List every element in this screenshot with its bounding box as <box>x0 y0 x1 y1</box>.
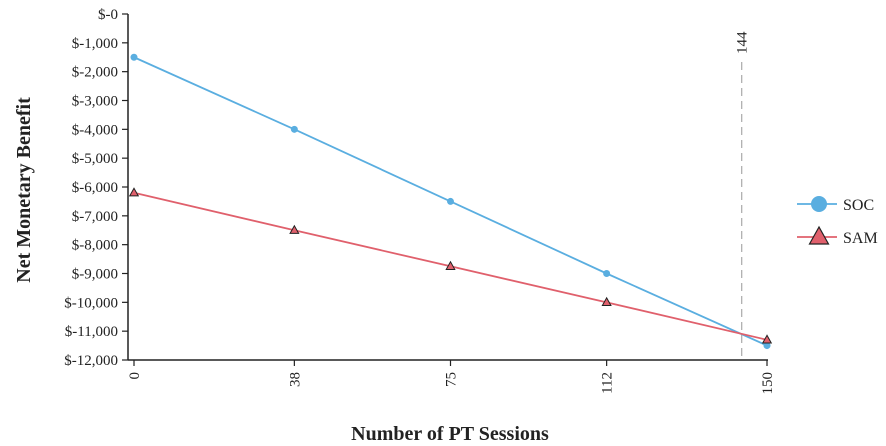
y-axis-ticks: $-0 $-1,000 $-2,000 $-3,000 $-4,000 $-5,000 $-… <box>64 7 128 369</box>
y-tick-label: $-0 <box>98 7 118 23</box>
y-tick-label: $-3,000 <box>72 94 118 110</box>
y-tick-label: $-4,000 <box>72 122 118 138</box>
data-point-sam <box>445 260 456 270</box>
x-tick-label: 150 <box>760 372 776 395</box>
y-tick-label: $-9,000 <box>72 267 118 283</box>
y-tick-label: $-6,000 <box>72 180 118 196</box>
reference-line-label: 144 <box>735 31 751 54</box>
legend-label-sam: SAM <box>843 230 878 247</box>
data-point-soc <box>763 342 771 350</box>
data-point-soc <box>130 53 138 61</box>
data-point-sam <box>128 187 140 197</box>
x-tick-label: 0 <box>127 372 143 380</box>
y-tick-label: $-2,000 <box>72 65 118 81</box>
data-point-soc <box>290 125 298 133</box>
data-point-soc <box>447 197 454 205</box>
legend-label-soc: SOC <box>843 197 874 214</box>
data-point-sam <box>761 334 773 344</box>
axes <box>127 14 768 361</box>
y-tick-label: $-1,000 <box>72 36 118 52</box>
data-point-sam <box>601 296 612 306</box>
y-tick-label: $-8,000 <box>72 238 118 254</box>
y-axis-title: Net Monetary Benefit <box>13 97 35 283</box>
y-tick-label: $-10,000 <box>64 295 118 311</box>
reference-line-group: 144 <box>735 31 751 360</box>
x-axis-ticks: 0 38 75 112 150 <box>127 360 776 395</box>
x-tick-label: 112 <box>600 372 616 394</box>
y-tick-label: $-5,000 <box>72 151 118 167</box>
y-tick-label: $-7,000 <box>72 209 118 225</box>
data-point-sam <box>289 224 300 234</box>
legend: SOC SAM <box>797 196 878 247</box>
y-tick-label: $-11,000 <box>65 324 118 340</box>
series-layer <box>128 53 773 350</box>
x-axis-title: Number of PT Sessions <box>351 423 549 445</box>
legend-marker-sam <box>808 225 830 245</box>
legend-marker-soc <box>811 196 827 212</box>
data-point-soc <box>603 270 611 277</box>
x-tick-label: 75 <box>444 372 460 387</box>
y-tick-label: $-12,000 <box>64 353 118 369</box>
x-tick-label: 38 <box>287 372 303 387</box>
